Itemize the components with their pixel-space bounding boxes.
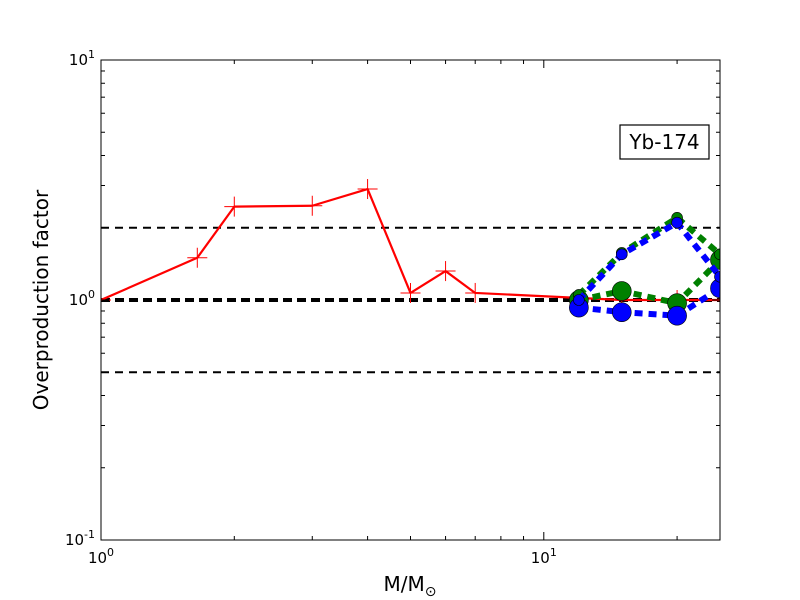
annotation-label: Yb-174 <box>628 130 699 154</box>
y-tick-label: 100 <box>69 288 95 309</box>
series-line-3 <box>578 285 720 319</box>
x-axis-label-main: M/M <box>384 572 425 596</box>
tick-label-exponent: 0 <box>107 546 114 559</box>
y-tick-label: 101 <box>69 48 95 69</box>
x-tick-label: 100 <box>88 546 114 567</box>
data-point <box>710 278 720 298</box>
data-point <box>224 196 245 217</box>
tick-label-base: 10 <box>65 531 84 549</box>
tick-label-exponent: 1 <box>88 48 95 61</box>
data-point <box>435 261 456 282</box>
y-tick-label: 10-1 <box>65 528 95 549</box>
y-axis-label: Overproduction factor <box>29 189 53 410</box>
data-point <box>667 305 687 326</box>
data-point <box>611 302 632 322</box>
series-4 <box>573 216 720 306</box>
tick-label-exponent: -1 <box>84 528 95 541</box>
annotation-box: Yb-174 <box>619 124 710 160</box>
data-point <box>357 179 378 200</box>
tick-label-base: 10 <box>69 291 88 309</box>
tick-label-base: 10 <box>531 549 550 567</box>
data-point <box>187 247 208 268</box>
series-line-4 <box>576 219 720 303</box>
x-axis-label: M/M⊙ <box>384 572 437 600</box>
x-axis-label-subscript: ⊙ <box>425 584 437 600</box>
data-point <box>611 281 632 301</box>
data-point <box>714 248 720 261</box>
tick-label-base: 10 <box>69 51 88 69</box>
tick-label-exponent: 1 <box>550 546 557 559</box>
data-point <box>714 270 720 283</box>
series-line-1 <box>578 257 720 307</box>
data-point <box>302 195 323 216</box>
x-tick-label: 101 <box>531 546 557 567</box>
annotation-frame <box>619 124 710 160</box>
series-layer <box>101 179 720 326</box>
data-point <box>465 282 486 303</box>
tick-label-exponent: 0 <box>88 288 95 301</box>
data-point <box>400 282 421 303</box>
data-point <box>615 248 628 261</box>
data-point <box>573 294 585 306</box>
data-point <box>671 216 683 229</box>
tick-label-base: 10 <box>88 549 107 567</box>
